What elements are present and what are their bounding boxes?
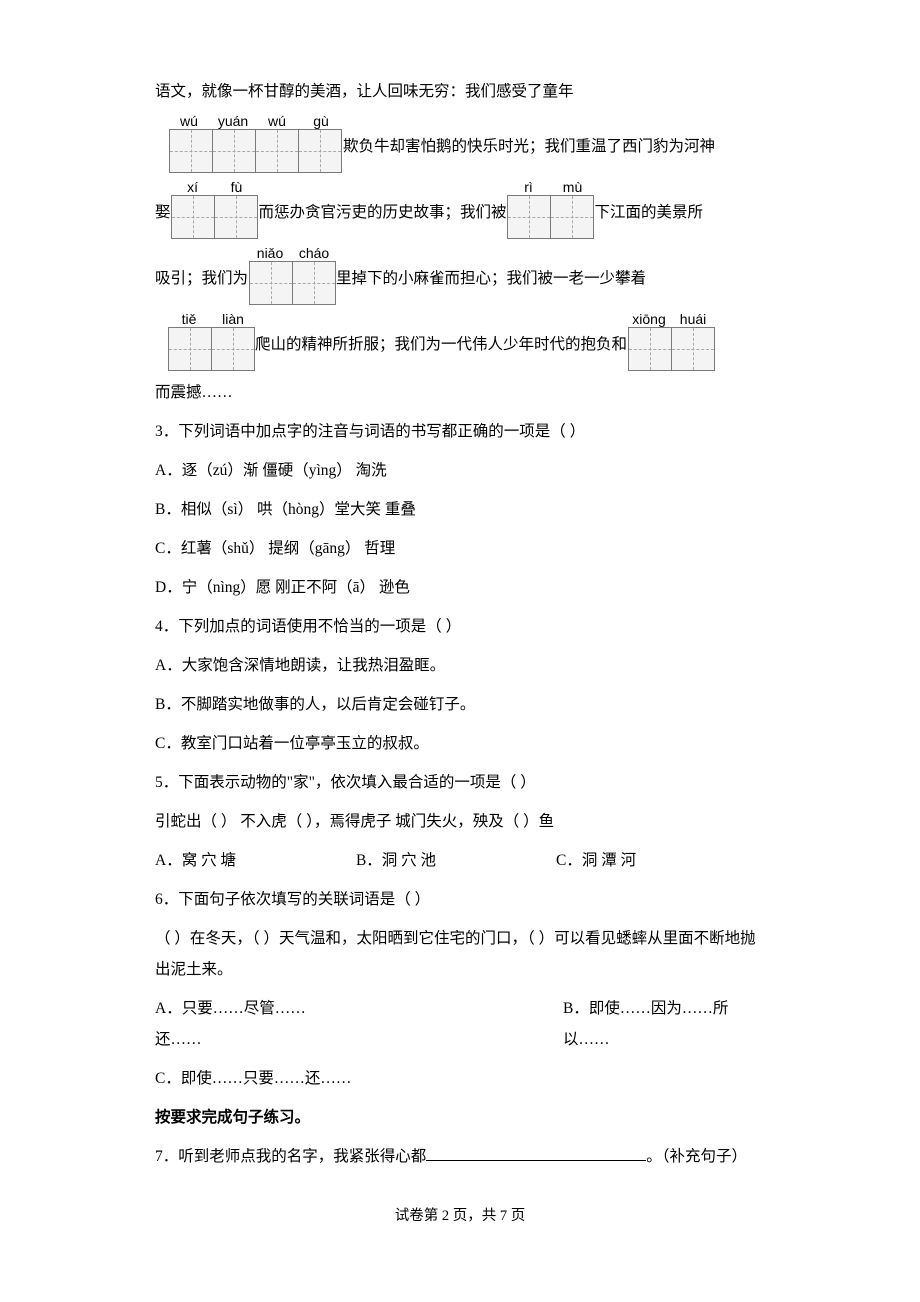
q3-option-b: B．相似（sì） 哄（hòng）堂大笑 重叠 (155, 494, 765, 525)
pinyin-row-2: 娶 xí fù 而惩办贪官污吏的历史故事；我们被 rì mù 下江面的美景所 (155, 179, 765, 239)
tian-cell (214, 195, 258, 239)
page-footer: 试卷第 2 页，共 7 页 (155, 1202, 765, 1231)
pinyin-row-4: tiě liàn 爬山的精神所折服；我们为一代伟人少年时代的抱负和 xiōng … (155, 311, 765, 371)
pinyin-cell: cháo (292, 245, 336, 261)
q6-stem: 6．下面句子依次填写的关联词语是（ ） (155, 884, 765, 915)
q4-option-c: C．教室门口站着一位亭亭玉立的叔叔。 (155, 728, 765, 759)
q6-options-row1: A．只要……尽管……还…… B．即使……因为……所以…… (155, 993, 765, 1055)
q7-pre: 7．听到老师点我的名字，我紧张得心都 (155, 1148, 426, 1165)
segment-text: 爬山的精神所折服；我们为一代伟人少年时代的抱负和 (255, 311, 627, 360)
intro-text: 语文，就像一杯甘醇的美酒，让人回味无穷：我们感受了童年 (155, 76, 765, 107)
segment-text: 而震撼…… (155, 377, 765, 408)
tian-cell (249, 261, 293, 305)
q6-option-a: A．只要……尽管……还…… (155, 993, 343, 1055)
tian-cell (171, 195, 215, 239)
q7-post: 。（补充句子） (646, 1148, 747, 1165)
tian-block-xifu: xí fù (171, 179, 259, 239)
pinyin-cell: rì (507, 179, 551, 195)
q4-option-b: B．不脚踏实地做事的人，以后肯定会碰钉子。 (155, 689, 765, 720)
q7-line: 7．听到老师点我的名字，我紧张得心都 。（补充句子） (155, 1141, 765, 1172)
q5-fill-line: 引蛇出（ ） 不入虎（ ），焉得虎子 城门失火，殃及（ ）鱼 (155, 806, 765, 837)
section-title: 按要求完成句子练习。 (155, 1102, 765, 1133)
pinyin-cell: xiōng (627, 311, 671, 327)
tian-block-wuyuan: wú yuán wú gù (167, 113, 343, 173)
q4-option-a: A．大家饱含深情地朗读，让我热泪盈眶。 (155, 650, 765, 681)
q4-stem: 4．下列加点的词语使用不恰当的一项是（ ） (155, 611, 765, 642)
segment-text: 吸引；我们为 (155, 245, 248, 294)
pinyin-cell: liàn (211, 311, 255, 327)
q5-option-c: C．洞 潭 河 (556, 845, 636, 876)
segment-text: 欺负牛却害怕鹅的快乐时光；我们重温了西门豹为河神 (343, 113, 715, 162)
pinyin-cell: huái (671, 311, 715, 327)
tian-block-tielian: tiě liàn (167, 311, 255, 371)
pinyin-cell: fù (215, 179, 259, 195)
tian-cell (628, 327, 672, 371)
tian-cell (507, 195, 551, 239)
q6-option-c: C．即使……只要……还…… (155, 1063, 765, 1094)
segment-text: 下江面的美景所 (595, 179, 704, 228)
tian-block-niaochao: niǎo cháo (248, 245, 336, 305)
pinyin-cell: yuán (211, 113, 255, 129)
q3-option-c: C．红薯（shǔ） 提纲（gāng） 哲理 (155, 533, 765, 564)
q5-option-a: A．窝 穴 塘 (155, 845, 236, 876)
pinyin-cell: wú (255, 113, 299, 129)
pinyin-cell: mù (551, 179, 595, 195)
segment-text: 娶 (155, 179, 171, 228)
pinyin-cell: wú (167, 113, 211, 129)
q3-option-d: D．宁（nìng）愿 刚正不阿（ā） 逊色 (155, 572, 765, 603)
tian-cell (255, 129, 299, 173)
tian-block-xionghuai: xiōng huái (627, 311, 715, 371)
tian-cell (292, 261, 336, 305)
tian-cell (168, 327, 212, 371)
q5-stem: 5．下面表示动物的"家"，依次填入最合适的一项是（ ） (155, 767, 765, 798)
pinyin-row-1: wú yuán wú gù 欺负牛却害怕鹅的快乐时光；我们重温了西门豹为河神 (155, 113, 765, 173)
segment-text: 里掉下的小麻雀而担心；我们被一老一少攀着 (336, 245, 646, 294)
tian-cell (169, 129, 213, 173)
tian-cell (298, 129, 342, 173)
q6-option-b: B．即使……因为……所以…… (563, 993, 765, 1055)
pinyin-cell: tiě (167, 311, 211, 327)
q5-option-b: B．洞 穴 池 (356, 845, 436, 876)
pinyin-cell: gù (299, 113, 343, 129)
q3-stem: 3．下列词语中加点字的注音与词语的书写都正确的一项是（ ） (155, 416, 765, 447)
tian-block-rimu: rì mù (507, 179, 595, 239)
pinyin-row-3: 吸引；我们为 niǎo cháo 里掉下的小麻雀而担心；我们被一老一少攀着 (155, 245, 765, 305)
tian-cell (212, 129, 256, 173)
q3-option-a: A．逐（zú）渐 僵硬（yìng） 淘洗 (155, 455, 765, 486)
pinyin-cell: xí (171, 179, 215, 195)
q6-body: （ ）在冬天，（ ）天气温和，太阳晒到它住宅的门口，（ ）可以看见蟋蟀从里面不断… (155, 923, 765, 985)
tian-cell (671, 327, 715, 371)
q7-blank[interactable] (426, 1146, 646, 1162)
segment-text: 而惩办贪官污吏的历史故事；我们被 (259, 179, 507, 228)
tian-cell (550, 195, 594, 239)
pinyin-cell: niǎo (248, 245, 292, 261)
q5-options-row: A．窝 穴 塘 B．洞 穴 池 C．洞 潭 河 (155, 845, 765, 876)
tian-cell (211, 327, 255, 371)
